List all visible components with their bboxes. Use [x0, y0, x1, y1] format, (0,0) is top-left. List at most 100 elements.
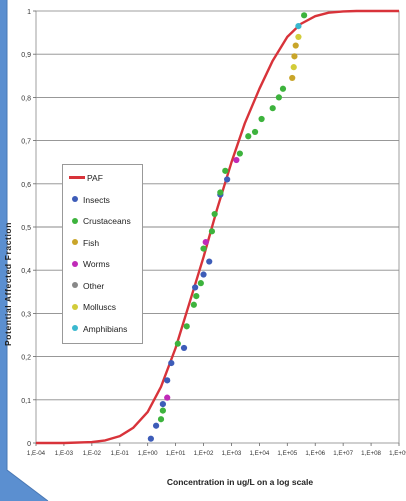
point-crustaceans — [183, 323, 190, 330]
point-molluscs — [295, 33, 302, 41]
point-insects — [180, 344, 188, 352]
point-crustaceans — [174, 340, 181, 347]
legend: PAF Insects Crustaceans Fish Worms Other Mollu… — [62, 164, 143, 344]
legend-item-other: Other — [69, 278, 104, 292]
legend-label: Crustaceans — [83, 215, 131, 226]
legend-label: Other — [83, 280, 105, 291]
legend-label: Worms — [83, 258, 110, 269]
y-tick-label: 0,6 — [21, 182, 31, 189]
x-axis-ticks: 1,E-04 1,E-03 1,E-02 1,E-01 1,E+00 1,E+01 1,E+… — [27, 443, 406, 457]
x-tick-label: 1,E+01 — [166, 450, 186, 457]
legend-dot-swatch — [72, 303, 78, 310]
point-crustaceans — [190, 301, 197, 308]
point-crustaceans — [200, 245, 207, 252]
point-crustaceans — [275, 94, 283, 101]
x-tick-label: 1,E+06 — [305, 450, 325, 457]
point-crustaceans — [251, 128, 259, 136]
y-tick-label: 0,2 — [21, 355, 31, 362]
x-tick-label: 1,E+02 — [194, 450, 214, 457]
point-worms — [233, 156, 240, 164]
point-insects — [224, 176, 231, 183]
x-tick-label: 1,E+03 — [222, 450, 242, 457]
point-crustaceans — [301, 12, 308, 19]
point-crustaceans — [211, 210, 218, 218]
legend-label: Molluscs — [83, 301, 117, 312]
point-insects — [200, 271, 207, 278]
x-tick-label: 1,E+08 — [361, 450, 381, 457]
y-tick-label: 0,4 — [21, 268, 31, 275]
point-fish — [292, 42, 299, 49]
point-insects — [206, 258, 213, 265]
blue-frame-border — [0, 0, 48, 501]
legend-item-molluscs: Molluscs — [69, 299, 116, 313]
data-points-group — [147, 12, 308, 442]
point-crustaceans — [245, 133, 252, 140]
x-tick-label: 1,E+09 — [389, 450, 406, 457]
point-worms — [164, 394, 171, 401]
legend-dot-swatch — [72, 325, 78, 332]
y-tick-label: 0,7 — [21, 139, 31, 146]
point-crustaceans — [222, 167, 229, 174]
legend-label: Insects — [83, 194, 110, 205]
y-tick-label: 0,5 — [21, 225, 31, 232]
legend-dot-swatch — [72, 239, 78, 246]
y-tick-label: 1 — [27, 9, 31, 16]
x-tick-label: 1,E+00 — [138, 450, 158, 457]
legend-item-worms: Worms — [69, 256, 110, 270]
blue-frame-edge — [6, 0, 49, 501]
y-tick-label: 0 — [27, 441, 31, 448]
point-crustaceans — [159, 407, 166, 414]
point-molluscs — [290, 64, 297, 71]
legend-dot-swatch — [72, 260, 78, 267]
x-tick-label: 1,E+05 — [277, 450, 297, 457]
y-tick-label: 0,3 — [21, 311, 31, 318]
point-insects — [152, 422, 160, 429]
point-crustaceans — [258, 115, 265, 123]
y-axis-label: Potential Affected Fraction — [3, 221, 13, 347]
point-insects — [192, 284, 199, 291]
legend-dot-swatch — [72, 217, 78, 224]
x-tick-label: 1,E-03 — [55, 450, 74, 457]
point-crustaceans — [217, 189, 224, 196]
legend-dot-swatch — [72, 282, 78, 289]
legend-item-insects: Insects — [69, 192, 110, 206]
y-tick-label: 0,1 — [21, 398, 31, 405]
legend-item-fish: Fish — [69, 235, 99, 249]
point-crustaceans — [236, 150, 243, 157]
legend-item-paf: PAF — [69, 170, 103, 184]
point-crustaceans — [197, 280, 204, 287]
point-fish — [291, 53, 298, 60]
legend-item-amphibians: Amphibians — [69, 321, 127, 335]
y-tick-label: 0,9 — [21, 52, 31, 59]
x-tick-label: 1,E+07 — [333, 450, 353, 457]
point-insects — [159, 401, 166, 408]
point-insects — [168, 359, 175, 367]
y-tick-label: 0,8 — [21, 95, 31, 102]
legend-label: PAF — [87, 172, 103, 183]
legend-dot-swatch — [72, 196, 78, 203]
x-tick-label: 1,E-01 — [111, 450, 130, 457]
point-amphibians — [295, 23, 302, 30]
point-crustaceans — [193, 293, 200, 300]
x-tick-label: 1,E-02 — [83, 450, 102, 457]
paf-curve — [36, 9, 399, 445]
y-axis-ticks: 0 0,1 0,2 0,3 0,4 0,5 0,6 0,7 0,8 0,9 1 — [21, 9, 36, 448]
point-crustaceans — [157, 416, 165, 423]
point-insects — [147, 435, 154, 442]
legend-line-swatch — [69, 176, 85, 180]
point-crustaceans — [279, 85, 287, 92]
point-worms — [202, 239, 209, 246]
point-crustaceans — [269, 105, 276, 112]
point-fish — [289, 74, 296, 82]
point-crustaceans — [208, 228, 216, 235]
point-insects — [164, 377, 171, 384]
legend-label: Amphibians — [83, 323, 128, 334]
x-tick-label: 1,E-04 — [27, 450, 46, 457]
legend-label: Fish — [83, 237, 100, 248]
paf-curve-group — [36, 9, 399, 445]
x-tick-label: 1,E+04 — [249, 450, 269, 457]
x-axis-label: Concentration in ug/L on a log scale — [166, 477, 314, 487]
legend-item-crustaceans: Crustaceans — [69, 213, 131, 227]
